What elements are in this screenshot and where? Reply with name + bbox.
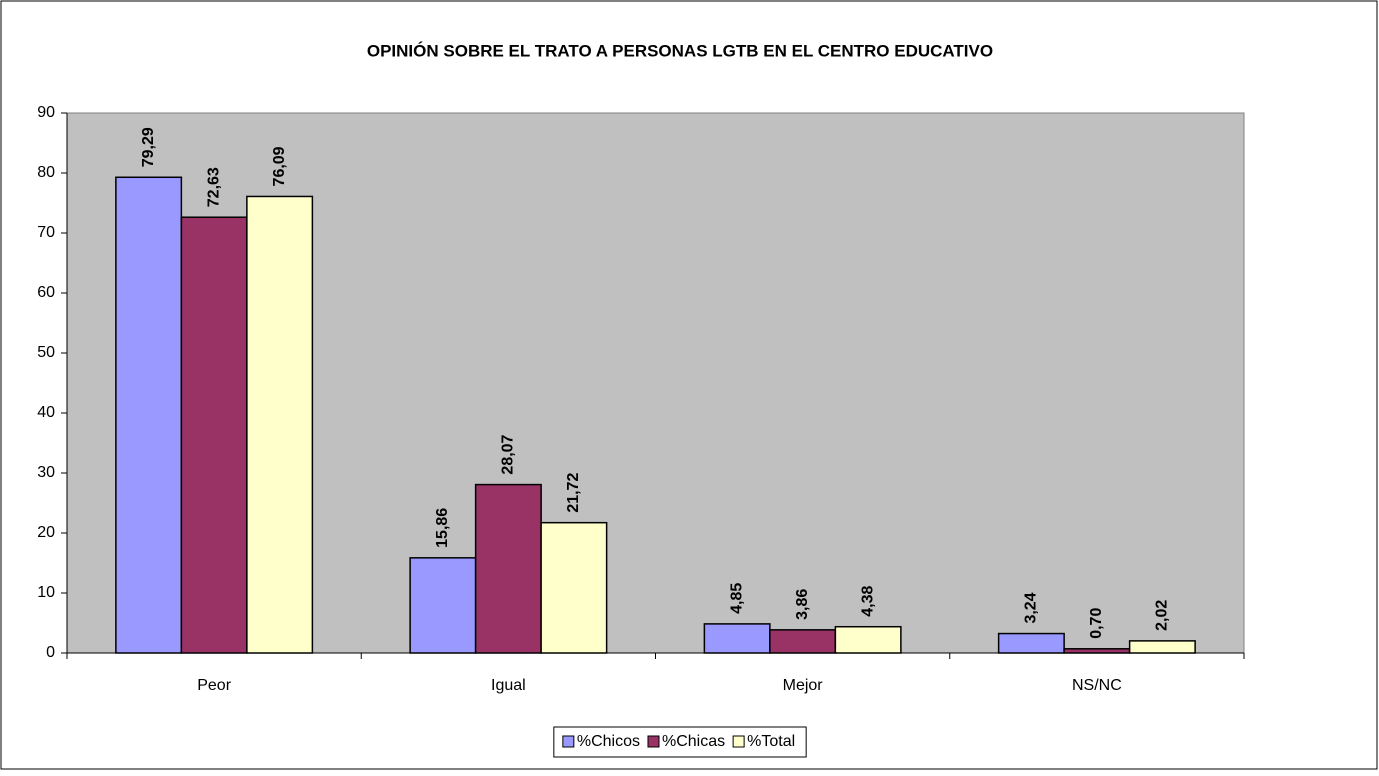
bar — [1063, 648, 1131, 654]
data-label: 3,86 — [794, 589, 811, 620]
x-tick-label: NS/NC — [1072, 677, 1122, 694]
bar — [703, 623, 771, 654]
legend-label: %Chicas — [662, 733, 725, 750]
y-tick-label: 80 — [37, 164, 55, 181]
data-label: 21,72 — [565, 473, 582, 513]
data-label: 28,07 — [500, 434, 517, 474]
bar — [769, 629, 837, 654]
x-tick-label: Mejor — [783, 677, 824, 694]
bar — [115, 176, 183, 654]
y-tick-label: 40 — [37, 404, 55, 421]
y-tick-label: 50 — [37, 344, 55, 361]
data-label: 72,63 — [205, 167, 222, 207]
data-label: 15,86 — [434, 508, 451, 548]
legend-swatch — [647, 735, 660, 748]
y-tick-label: 10 — [37, 584, 55, 601]
data-label: 4,85 — [728, 583, 745, 614]
legend: %Chicos %Chicas %Total — [553, 726, 807, 758]
x-tick-label: Peor — [197, 677, 231, 694]
data-label: 2,02 — [1154, 600, 1171, 631]
bar — [997, 632, 1065, 654]
data-label: 4,38 — [859, 585, 876, 616]
data-label: 76,09 — [271, 146, 288, 186]
y-tick-label: 60 — [37, 284, 55, 301]
y-tick-label: 20 — [37, 524, 55, 541]
legend-label: %Total — [747, 733, 795, 750]
bar — [409, 557, 477, 654]
legend-label: %Chicos — [577, 733, 640, 750]
chart-title: OPINIÓN SOBRE EL TRATO A PERSONAS LGTB E… — [367, 41, 993, 60]
bar — [246, 195, 314, 654]
y-tick-label: 30 — [37, 464, 55, 481]
bar — [474, 483, 542, 654]
x-tick-label: Igual — [491, 677, 526, 694]
bar — [180, 216, 248, 654]
y-tick-label: 90 — [37, 104, 55, 121]
bar — [834, 625, 902, 654]
legend-box — [553, 726, 807, 758]
y-tick-label: 70 — [37, 224, 55, 241]
bar — [540, 521, 608, 654]
data-label: 3,24 — [1023, 592, 1040, 623]
data-label: 79,29 — [140, 127, 157, 167]
y-tick-label: 0 — [46, 644, 55, 661]
data-label: 0,70 — [1088, 608, 1105, 639]
legend-swatch — [562, 735, 575, 748]
legend-swatch — [732, 735, 745, 748]
bar — [1128, 640, 1196, 654]
